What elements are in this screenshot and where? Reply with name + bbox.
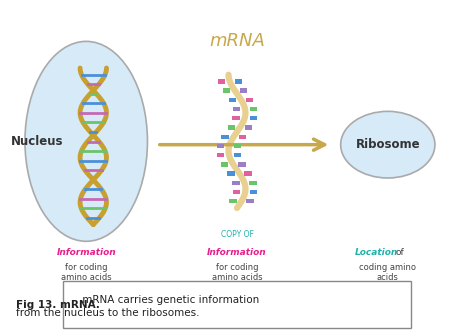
FancyBboxPatch shape	[228, 125, 235, 130]
FancyBboxPatch shape	[63, 281, 411, 328]
FancyBboxPatch shape	[232, 181, 239, 185]
Text: from the nucleus to the ribosomes.: from the nucleus to the ribosomes.	[16, 308, 199, 318]
FancyBboxPatch shape	[217, 144, 224, 148]
Text: for coding
amino acids: for coding amino acids	[61, 263, 111, 282]
Text: Ribosome: Ribosome	[356, 138, 420, 151]
FancyBboxPatch shape	[238, 134, 246, 139]
FancyBboxPatch shape	[221, 134, 229, 139]
Text: Information: Information	[56, 248, 116, 257]
FancyBboxPatch shape	[249, 181, 257, 185]
Text: Information: Information	[207, 248, 267, 257]
FancyBboxPatch shape	[235, 79, 242, 84]
FancyBboxPatch shape	[233, 107, 240, 111]
FancyBboxPatch shape	[221, 162, 228, 167]
FancyBboxPatch shape	[228, 171, 235, 176]
FancyBboxPatch shape	[245, 171, 252, 176]
FancyBboxPatch shape	[250, 190, 257, 194]
FancyBboxPatch shape	[218, 79, 225, 84]
Text: COPY OF: COPY OF	[220, 230, 254, 239]
FancyBboxPatch shape	[240, 88, 247, 93]
Text: mRNA: mRNA	[209, 32, 265, 50]
Ellipse shape	[25, 41, 147, 241]
FancyBboxPatch shape	[232, 116, 240, 120]
Text: of: of	[395, 248, 404, 257]
FancyBboxPatch shape	[246, 199, 254, 204]
Circle shape	[341, 111, 435, 178]
FancyBboxPatch shape	[246, 98, 253, 102]
FancyBboxPatch shape	[223, 88, 230, 93]
Text: Nucleus: Nucleus	[10, 135, 63, 148]
Text: Location: Location	[355, 248, 398, 257]
FancyBboxPatch shape	[229, 98, 236, 102]
FancyBboxPatch shape	[250, 107, 257, 111]
Text: coding amino
acids: coding amino acids	[359, 263, 416, 282]
Text: for coding
amino acids: for coding amino acids	[212, 263, 262, 282]
FancyBboxPatch shape	[238, 162, 246, 167]
FancyBboxPatch shape	[233, 190, 240, 194]
Text: Fig 13. mRNA.: Fig 13. mRNA.	[16, 300, 100, 309]
FancyBboxPatch shape	[229, 199, 237, 204]
FancyBboxPatch shape	[234, 144, 241, 148]
FancyBboxPatch shape	[234, 153, 241, 157]
FancyBboxPatch shape	[249, 116, 257, 120]
FancyBboxPatch shape	[217, 153, 224, 157]
Text: mRNA carries genetic information: mRNA carries genetic information	[79, 295, 259, 305]
FancyBboxPatch shape	[245, 125, 252, 130]
